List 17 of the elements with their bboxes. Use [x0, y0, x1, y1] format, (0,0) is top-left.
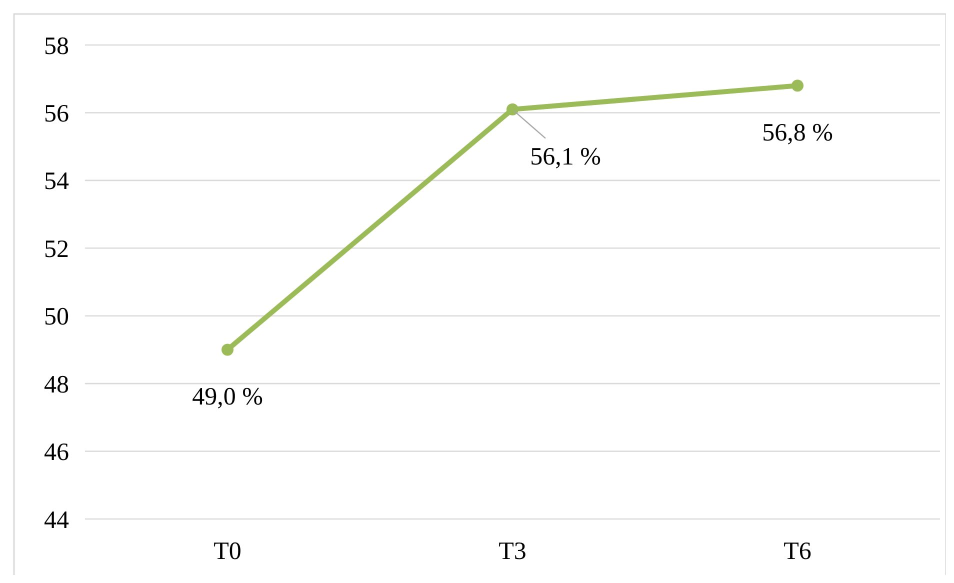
point	[792, 80, 804, 92]
y-tick-label: 56	[44, 100, 69, 128]
data-label: 56,8 %	[762, 120, 833, 147]
y-tick-label: 50	[44, 304, 69, 331]
point	[222, 344, 234, 356]
data-label: 49,0 %	[192, 384, 263, 411]
y-tick-label: 54	[44, 168, 70, 196]
data-label: 56,1 %	[530, 143, 601, 170]
x-tick-label: T0	[214, 538, 242, 565]
point	[506, 103, 518, 116]
y-tick-label: 46	[44, 439, 69, 466]
x-tick-label: T3	[498, 538, 526, 565]
y-tick-label: 52	[44, 236, 69, 263]
y-tick-label: 58	[44, 32, 69, 60]
y-tick-label: 48	[44, 371, 69, 398]
x-tick-label: T6	[784, 538, 812, 565]
y-tick-label: 44	[44, 506, 70, 534]
